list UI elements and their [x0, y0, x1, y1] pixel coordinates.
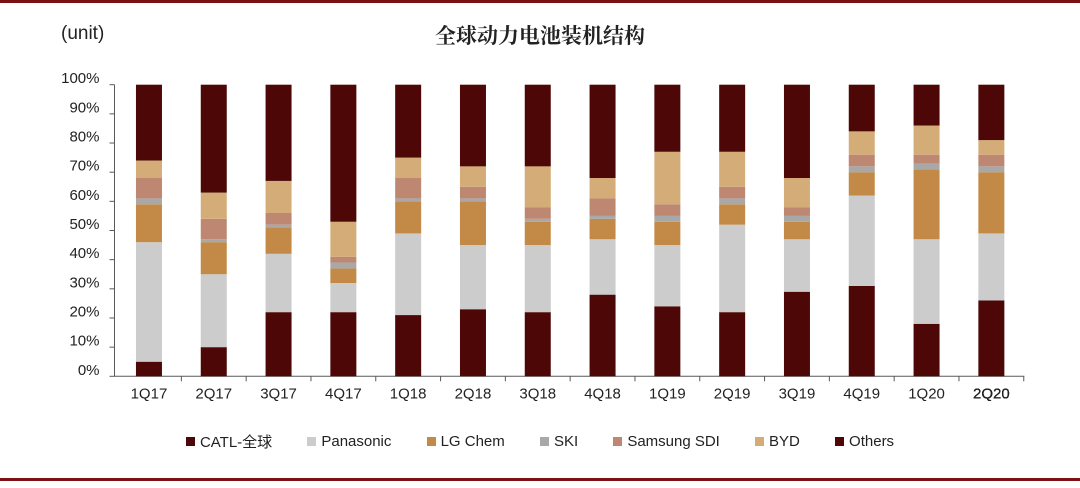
svg-text:1Q20: 1Q20 [908, 385, 945, 402]
svg-text:70%: 70% [69, 158, 99, 175]
svg-text:10%: 10% [69, 333, 99, 350]
svg-text:50%: 50% [69, 216, 99, 233]
svg-text:100%: 100% [61, 70, 99, 87]
svg-text:30%: 30% [69, 274, 99, 291]
svg-text:4Q18: 4Q18 [584, 385, 621, 402]
svg-text:1Q18: 1Q18 [390, 385, 427, 402]
svg-text:1Q17: 1Q17 [131, 385, 168, 402]
svg-text:90%: 90% [69, 99, 99, 116]
svg-text:1Q19: 1Q19 [649, 385, 686, 402]
svg-text:4Q17: 4Q17 [325, 385, 362, 402]
svg-text:4Q19: 4Q19 [843, 385, 880, 402]
svg-text:2Q20: 2Q20 [973, 385, 1010, 402]
svg-text:0%: 0% [78, 362, 100, 379]
svg-text:2Q18: 2Q18 [455, 385, 492, 402]
svg-text:80%: 80% [69, 129, 99, 146]
svg-text:2Q19: 2Q19 [714, 385, 751, 402]
svg-text:20%: 20% [69, 303, 99, 320]
svg-text:3Q18: 3Q18 [519, 385, 556, 402]
svg-text:2Q17: 2Q17 [195, 385, 232, 402]
svg-text:60%: 60% [69, 187, 99, 204]
svg-text:3Q19: 3Q19 [779, 385, 816, 402]
svg-text:40%: 40% [69, 245, 99, 262]
svg-text:3Q17: 3Q17 [260, 385, 297, 402]
